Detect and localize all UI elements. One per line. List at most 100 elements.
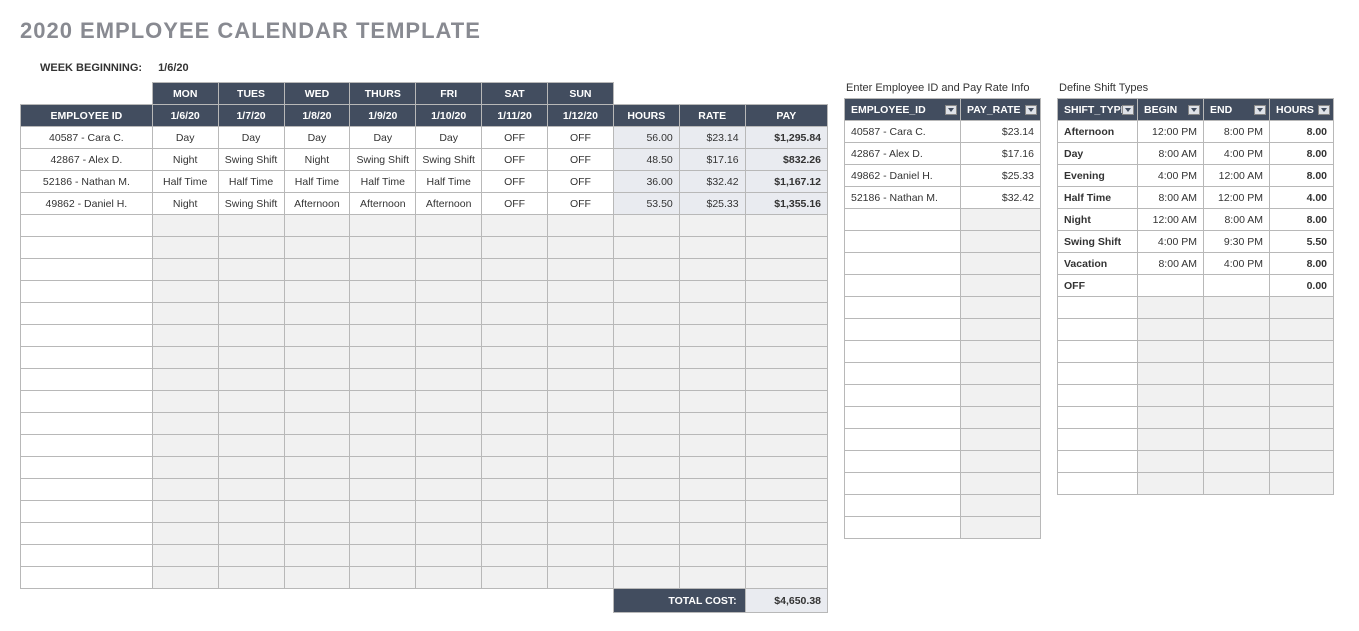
cell[interactable] xyxy=(482,325,548,347)
cell[interactable] xyxy=(416,347,482,369)
cell[interactable] xyxy=(350,523,416,545)
cell[interactable] xyxy=(548,545,614,567)
schedule-row[interactable]: 52186 - Nathan M.Half TimeHalf TimeHalf … xyxy=(21,171,828,193)
cell[interactable]: 4:00 PM xyxy=(1138,165,1204,187)
payrate-row[interactable]: 40587 - Cara C.$23.14 xyxy=(845,121,1041,143)
cell[interactable]: 52186 - Nathan M. xyxy=(845,187,961,209)
cell[interactable] xyxy=(845,275,961,297)
cell[interactable] xyxy=(21,545,153,567)
cell[interactable]: $17.16 xyxy=(961,143,1041,165)
cell[interactable]: 4:00 PM xyxy=(1204,253,1270,275)
schedule-row-empty[interactable] xyxy=(21,303,828,325)
cell[interactable]: Day xyxy=(350,127,416,149)
cell[interactable] xyxy=(1204,451,1270,473)
cell[interactable] xyxy=(745,479,827,501)
filter-dropdown-icon[interactable] xyxy=(1122,105,1134,115)
cell[interactable]: Day xyxy=(416,127,482,149)
shift-end-header[interactable]: END xyxy=(1204,99,1270,121)
cell[interactable] xyxy=(613,545,679,567)
cell[interactable]: Half Time xyxy=(350,171,416,193)
cell[interactable] xyxy=(416,237,482,259)
payrate-row-empty[interactable] xyxy=(845,209,1041,231)
schedule-row-empty[interactable] xyxy=(21,391,828,413)
cell[interactable] xyxy=(1138,473,1204,495)
cell[interactable]: Half Time xyxy=(152,171,218,193)
cell[interactable]: 12:00 PM xyxy=(1204,187,1270,209)
cell[interactable] xyxy=(961,451,1041,473)
cell[interactable]: Day xyxy=(218,127,284,149)
cell[interactable] xyxy=(284,523,350,545)
cell[interactable] xyxy=(350,281,416,303)
cell[interactable] xyxy=(152,215,218,237)
cell[interactable] xyxy=(350,369,416,391)
cell[interactable] xyxy=(548,281,614,303)
cell[interactable]: OFF xyxy=(482,193,548,215)
cell[interactable] xyxy=(679,259,745,281)
cell[interactable] xyxy=(482,303,548,325)
cell[interactable] xyxy=(845,429,961,451)
cell[interactable] xyxy=(745,435,827,457)
cell[interactable] xyxy=(416,391,482,413)
cell[interactable]: Swing Shift xyxy=(1058,231,1138,253)
cell[interactable] xyxy=(548,435,614,457)
shift-row[interactable]: Half Time8:00 AM12:00 PM4.00 xyxy=(1058,187,1334,209)
cell[interactable] xyxy=(548,479,614,501)
cell[interactable] xyxy=(21,369,153,391)
payrate-row[interactable]: 42867 - Alex D.$17.16 xyxy=(845,143,1041,165)
cell[interactable] xyxy=(1270,341,1334,363)
cell[interactable] xyxy=(1270,407,1334,429)
cell[interactable] xyxy=(350,413,416,435)
cell[interactable] xyxy=(21,237,153,259)
payrate-row-empty[interactable] xyxy=(845,517,1041,539)
cell[interactable] xyxy=(1204,297,1270,319)
cell[interactable] xyxy=(1058,363,1138,385)
cell[interactable] xyxy=(152,259,218,281)
payrate-row[interactable]: 49862 - Daniel H.$25.33 xyxy=(845,165,1041,187)
cell[interactable]: Night xyxy=(152,193,218,215)
cell[interactable]: $32.42 xyxy=(679,171,745,193)
cell[interactable]: 12:00 AM xyxy=(1138,209,1204,231)
shift-begin-header[interactable]: BEGIN xyxy=(1138,99,1204,121)
cell[interactable] xyxy=(845,517,961,539)
payrate-row-empty[interactable] xyxy=(845,231,1041,253)
cell[interactable] xyxy=(284,567,350,589)
shift-row-empty[interactable] xyxy=(1058,297,1334,319)
cell[interactable] xyxy=(1138,451,1204,473)
cell[interactable] xyxy=(548,457,614,479)
cell[interactable] xyxy=(1058,473,1138,495)
cell[interactable] xyxy=(961,517,1041,539)
schedule-row-empty[interactable] xyxy=(21,501,828,523)
cell[interactable] xyxy=(152,567,218,589)
cell[interactable] xyxy=(152,369,218,391)
cell[interactable]: 8:00 AM xyxy=(1138,187,1204,209)
cell[interactable] xyxy=(679,347,745,369)
cell[interactable] xyxy=(21,413,153,435)
cell[interactable]: $32.42 xyxy=(961,187,1041,209)
cell[interactable] xyxy=(350,457,416,479)
shift-row[interactable]: Vacation8:00 AM4:00 PM8.00 xyxy=(1058,253,1334,275)
cell[interactable]: Half Time xyxy=(416,171,482,193)
shift-hours-header[interactable]: HOURS xyxy=(1270,99,1334,121)
cell[interactable] xyxy=(845,297,961,319)
cell[interactable] xyxy=(1138,275,1204,297)
cell[interactable] xyxy=(416,215,482,237)
cell[interactable] xyxy=(1204,319,1270,341)
cell[interactable]: 4:00 PM xyxy=(1138,231,1204,253)
cell[interactable] xyxy=(1058,429,1138,451)
cell[interactable] xyxy=(416,479,482,501)
cell[interactable] xyxy=(845,341,961,363)
cell[interactable]: OFF xyxy=(548,193,614,215)
payrate-row-empty[interactable] xyxy=(845,275,1041,297)
cell[interactable] xyxy=(613,347,679,369)
cell[interactable] xyxy=(1204,275,1270,297)
cell[interactable] xyxy=(416,325,482,347)
cell[interactable] xyxy=(21,523,153,545)
schedule-table[interactable]: MON TUES WED THURS FRI SAT SUN EMPLOYEE … xyxy=(20,82,828,613)
cell[interactable] xyxy=(152,303,218,325)
cell[interactable] xyxy=(1138,363,1204,385)
cell[interactable] xyxy=(679,501,745,523)
cell[interactable]: 0.00 xyxy=(1270,275,1334,297)
cell[interactable] xyxy=(1270,473,1334,495)
cell[interactable]: OFF xyxy=(482,171,548,193)
cell[interactable]: $17.16 xyxy=(679,149,745,171)
